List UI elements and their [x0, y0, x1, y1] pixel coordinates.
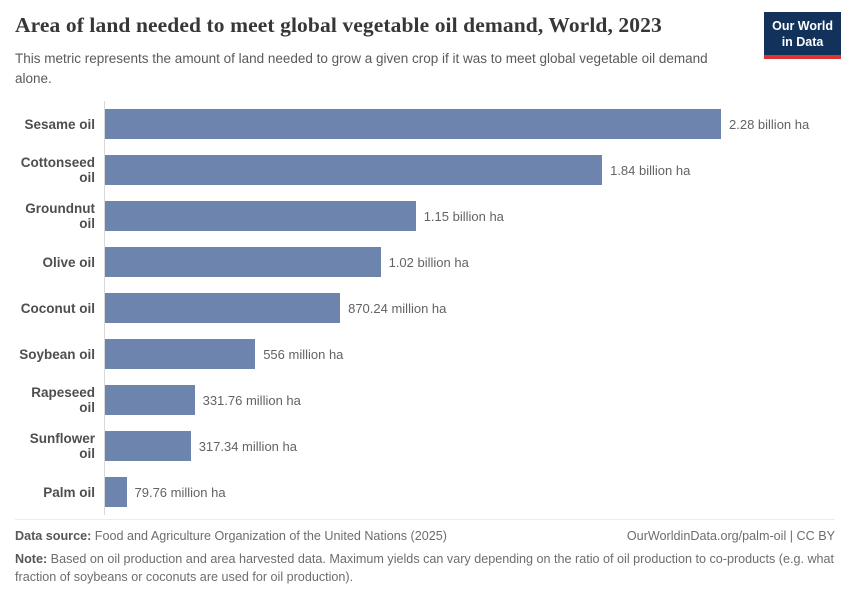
bar-track: 317.34 million ha	[104, 423, 850, 469]
bar-track: 331.76 million ha	[104, 377, 850, 423]
bar-track: 1.02 billion ha	[104, 239, 850, 285]
bar-cottonseed-oil[interactable]	[105, 155, 603, 185]
value-label: 1.02 billion ha	[388, 254, 469, 270]
plot-area: Sesame oil 2.28 billion ha Cottonseed oil 1…	[15, 101, 850, 515]
category-label: Groundnut oil	[25, 201, 95, 231]
chart-row: Coconut oil 870.24 million ha	[15, 285, 850, 331]
bar-track: 870.24 million ha	[104, 285, 850, 331]
category-label: Coconut oil	[20, 300, 95, 316]
value-label: 870.24 million ha	[348, 300, 447, 316]
category-label: Sunflower oil	[29, 431, 95, 461]
category-label: Olive oil	[42, 254, 95, 270]
owid-logo-line2: in Data	[781, 35, 824, 49]
page-title: Area of land needed to meet global veget…	[15, 13, 662, 37]
chart-row: Palm oil 79.76 million ha	[15, 469, 850, 515]
bar-track: 2.28 billion ha	[104, 101, 850, 147]
chart-row: Sesame oil 2.28 billion ha	[15, 101, 850, 147]
bar-rapeseed-oil[interactable]	[105, 385, 195, 415]
note-label: Note:	[15, 552, 48, 566]
chart-row: Groundnut oil 1.15 billion ha	[15, 193, 850, 239]
chart-row: Cottonseed oil 1.84 billion ha	[15, 147, 850, 193]
data-source-value: Food and Agriculture Organization of the…	[91, 529, 447, 543]
owid-logo-line1: Our World	[772, 19, 833, 33]
bar-track: 79.76 million ha	[104, 469, 850, 515]
value-label: 331.76 million ha	[202, 392, 301, 408]
category-label: Rapeseed oil	[31, 385, 95, 415]
bar-soybean-oil[interactable]	[105, 339, 256, 369]
footer-note: Note: Based on oil production and area h…	[15, 551, 837, 586]
value-label: 556 million ha	[263, 346, 344, 362]
data-source-label: Data source:	[15, 529, 92, 543]
bar-palm-oil[interactable]	[105, 477, 127, 507]
chart-row: Sunflower oil 317.34 million ha	[15, 423, 850, 469]
bar-track: 1.15 billion ha	[104, 193, 850, 239]
value-label: 317.34 million ha	[198, 438, 297, 454]
category-label: Palm oil	[43, 484, 95, 500]
bar-groundnut-oil[interactable]	[105, 201, 416, 231]
chart-subtitle: This metric represents the amount of lan…	[15, 51, 708, 86]
owid-logo[interactable]: Our World in Data	[764, 12, 841, 59]
chart-row: Soybean oil 556 million ha	[15, 331, 850, 377]
value-label: 2.28 billion ha	[729, 116, 810, 132]
bar-coconut-oil[interactable]	[105, 293, 341, 323]
value-label: 79.76 million ha	[134, 484, 226, 500]
citation-link[interactable]: OurWorldinData.org/palm-oil | CC BY	[626, 529, 835, 543]
bar-track: 1.84 billion ha	[104, 147, 850, 193]
value-label: 1.84 billion ha	[610, 162, 691, 178]
category-label: Sesame oil	[24, 116, 95, 132]
bar-track: 556 million ha	[104, 331, 850, 377]
bar-sesame-oil[interactable]	[105, 109, 721, 139]
value-label: 1.15 billion ha	[423, 208, 504, 224]
data-source-text: Data source: Food and Agriculture Organi…	[15, 529, 447, 543]
chart-row: Rapeseed oil 331.76 million ha	[15, 377, 850, 423]
footer-divider	[15, 519, 835, 520]
bar-olive-oil[interactable]	[105, 247, 381, 277]
bar-sunflower-oil[interactable]	[105, 431, 191, 461]
note-value: Based on oil production and area harvest…	[15, 552, 835, 584]
chart-row: Olive oil 1.02 billion ha	[15, 239, 850, 285]
category-label: Soybean oil	[19, 346, 95, 362]
category-label: Cottonseed oil	[20, 155, 95, 185]
